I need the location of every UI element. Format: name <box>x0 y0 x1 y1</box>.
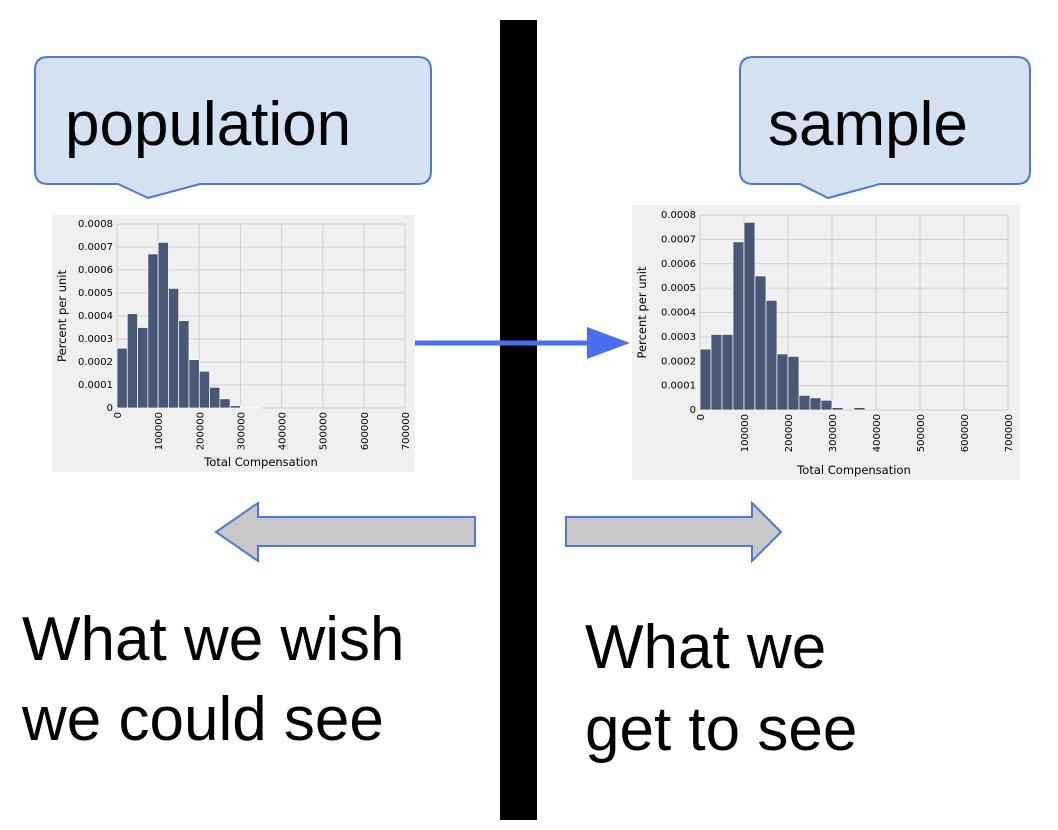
bar <box>831 407 844 411</box>
bar <box>853 407 866 411</box>
caption: What we wish <box>22 605 404 674</box>
x-tick-label: 500000 <box>319 412 330 450</box>
y-tick-label: 0.0008 <box>78 219 113 230</box>
arrow-head <box>587 327 630 359</box>
x-tick-label: 700000 <box>401 412 412 450</box>
x-tick-label: 600000 <box>360 412 371 450</box>
bar <box>116 347 128 409</box>
bar <box>699 348 712 411</box>
caption: get to see <box>585 695 857 764</box>
x-tick-label: 400000 <box>872 414 883 452</box>
x-tick-label: 300000 <box>828 414 839 452</box>
y-tick-label: 0.0006 <box>78 265 113 276</box>
bar <box>721 334 734 411</box>
caption: What we <box>585 613 826 682</box>
x-tick-label: 100000 <box>154 412 165 450</box>
x-tick-label: 400000 <box>278 412 289 450</box>
callout <box>34 56 432 200</box>
bar <box>126 313 138 409</box>
x-tick-label: 300000 <box>236 412 247 450</box>
y-tick-label: 0.0001 <box>78 380 113 391</box>
y-tick-label: 0 <box>690 405 696 416</box>
histogram: 0 0.0001 0.0002 0.0003 0.0004 0.0005 0.0006 0.0… <box>632 205 1020 480</box>
plot-background <box>52 215 415 472</box>
x-tick-label: 100000 <box>740 414 751 452</box>
bar <box>168 288 180 409</box>
bar <box>229 405 241 409</box>
y-tick-label: 0.0003 <box>661 332 696 343</box>
callout <box>739 56 1031 200</box>
bar <box>776 353 789 411</box>
caption: we could see <box>21 685 384 754</box>
x-tick-label: 200000 <box>195 412 206 450</box>
y-tick-label: 0.0007 <box>661 234 696 245</box>
bar <box>787 356 800 411</box>
y-axis-label: Percent per unit <box>635 266 649 358</box>
bar <box>209 386 221 409</box>
bar <box>219 398 231 409</box>
x-tick-label: 500000 <box>916 414 927 452</box>
histogram: 0 0.0001 0.0002 0.0003 0.0004 0.0005 0.0006 0.0… <box>52 215 415 472</box>
x-tick-label: 200000 <box>784 414 795 452</box>
y-axis-label: Percent per unit <box>55 270 69 362</box>
plot-background <box>632 205 1020 480</box>
divider <box>500 20 537 820</box>
y-tick-label: 0.0001 <box>661 381 696 392</box>
bar <box>765 299 778 411</box>
x-axis-label: Total Compensation <box>796 463 911 477</box>
y-tick-label: 0.0007 <box>78 242 113 253</box>
y-tick-label: 0.0004 <box>661 308 696 319</box>
bar <box>137 327 149 409</box>
bar <box>809 397 822 411</box>
bar <box>198 370 210 409</box>
y-tick-label: 0.0005 <box>661 283 696 294</box>
y-tick-label: 0.0004 <box>78 311 113 322</box>
callout-text: sample <box>768 90 968 159</box>
bar <box>820 399 833 411</box>
bar <box>188 359 200 409</box>
bar <box>732 241 745 411</box>
x-tick-label: 600000 <box>960 414 971 452</box>
callout-text: population <box>65 90 351 159</box>
block-arrow <box>214 501 476 563</box>
x-tick-label: 0 <box>113 412 124 418</box>
y-tick-label: 0.0002 <box>661 356 696 367</box>
x-axis-label: Total Compensation <box>203 455 318 469</box>
bar <box>178 320 190 409</box>
block-arrow <box>565 500 783 564</box>
bar <box>157 242 169 409</box>
y-tick-label: 0.0005 <box>78 288 113 299</box>
bar <box>710 334 723 411</box>
y-tick-label: 0.0008 <box>661 210 696 221</box>
y-tick-label: 0.0003 <box>78 334 113 345</box>
bar <box>147 253 159 409</box>
bar <box>743 221 756 411</box>
bar <box>754 275 767 411</box>
y-tick-label: 0.0002 <box>78 357 113 368</box>
y-tick-label: 0 <box>107 403 113 414</box>
bar <box>798 395 811 411</box>
x-tick-label: 700000 <box>1004 414 1015 452</box>
bar <box>240 406 252 409</box>
x-tick-label: 0 <box>696 414 707 420</box>
y-tick-label: 0.0006 <box>661 259 696 270</box>
